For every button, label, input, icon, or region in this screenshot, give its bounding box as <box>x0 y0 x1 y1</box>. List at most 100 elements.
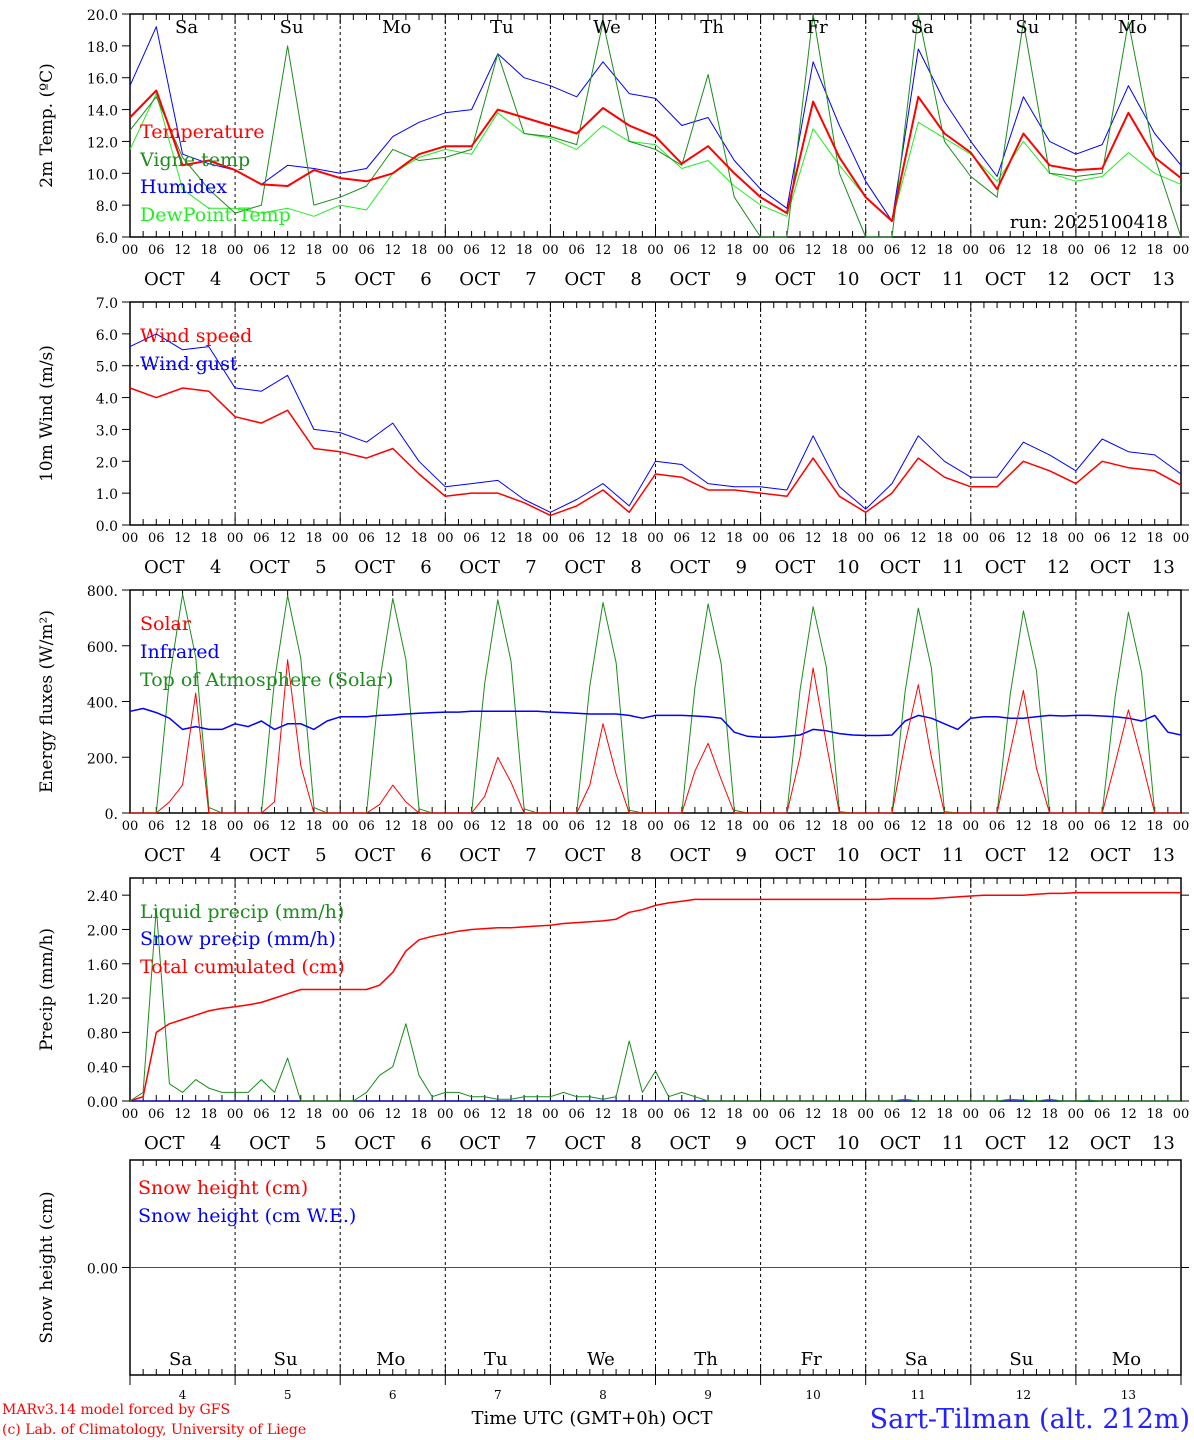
temperature-hour-tick-label: 00 <box>332 243 349 258</box>
precip-hour-tick-label: 06 <box>779 1107 796 1122</box>
wind-hour-tick-label: 06 <box>674 531 691 546</box>
wind-hour-tick-label: 18 <box>936 531 953 546</box>
temperature-hour-tick-label: 06 <box>358 243 375 258</box>
day-name-label: Fr <box>807 17 828 38</box>
temperature-hour-tick-label: 00 <box>752 243 769 258</box>
day-name-label: Mo <box>1112 1349 1141 1370</box>
wind-hour-tick-label: 18 <box>1041 531 1058 546</box>
day-name-label: We <box>587 1349 615 1370</box>
temperature-legend-item: Temperature <box>140 121 264 143</box>
day-name-label: Th <box>694 1349 718 1370</box>
precip-hour-tick-label: 12 <box>805 1107 822 1122</box>
energy-plot-frame <box>129 589 1182 814</box>
wind-date-number: 10 <box>837 557 860 578</box>
wind-hour-tick-label: 18 <box>831 531 848 546</box>
wind-hour-tick-label: 00 <box>1068 531 1085 546</box>
wind-y-tick-label: 3.0 <box>96 423 118 439</box>
precip-date-number: 9 <box>736 1133 747 1154</box>
energy-y-tick-label: 400. <box>87 696 118 712</box>
precip-date-number: 6 <box>420 1133 431 1154</box>
precip-date-label: OCT <box>880 1133 921 1154</box>
energy-hour-tick-label: 00 <box>332 819 349 834</box>
temperature-hour-tick-label: 18 <box>516 243 533 258</box>
day-name-label: Fr <box>801 1349 822 1370</box>
precip-hour-tick-label: 00 <box>1173 1107 1190 1122</box>
precip-hour-tick-label: 18 <box>726 1107 743 1122</box>
energy-hour-tick-label: 00 <box>1068 819 1085 834</box>
precip-date-label: OCT <box>459 1133 500 1154</box>
wind-date-label: OCT <box>670 557 711 578</box>
day-name-label: Mo <box>1118 17 1147 38</box>
precip-date-number: 4 <box>210 1133 221 1154</box>
energy-date-number: 13 <box>1152 845 1175 866</box>
precip-date-number: 12 <box>1047 1133 1070 1154</box>
energy-date-number: 5 <box>315 845 326 866</box>
energy-hour-tick-label: 06 <box>568 819 585 834</box>
temperature-y-axis-label: 2m Temp. (ºC) <box>37 63 57 188</box>
day-name-label: Su <box>280 17 304 38</box>
precip-date-number: 8 <box>630 1133 641 1154</box>
wind-hour-tick-label: 12 <box>595 531 612 546</box>
precip-date-label: OCT <box>564 1133 605 1154</box>
precip-hour-tick-label: 00 <box>857 1107 874 1122</box>
footer-lab: (c) Lab. of Climatology, University of L… <box>2 1422 306 1438</box>
precip-y-tick-label: 2.40 <box>87 889 118 905</box>
wind-hour-tick-label: 18 <box>201 531 218 546</box>
precip-date-number: 7 <box>525 1133 536 1154</box>
precip-hour-tick-label: 00 <box>437 1107 454 1122</box>
wind-hour-tick-label: 18 <box>411 531 428 546</box>
precip-hour-tick-label: 00 <box>542 1107 559 1122</box>
precip-hour-tick-label: 18 <box>306 1107 323 1122</box>
wind-hour-tick-label: 12 <box>490 531 507 546</box>
temperature-date-label: OCT <box>985 269 1026 290</box>
energy-hour-tick-label: 12 <box>700 819 717 834</box>
energy-date-label: OCT <box>775 845 816 866</box>
wind-date-label: OCT <box>1090 557 1131 578</box>
temperature-date-label: OCT <box>775 269 816 290</box>
energy-hour-tick-label: 12 <box>490 819 507 834</box>
precip-hour-tick-label: 00 <box>963 1107 980 1122</box>
temperature-hour-tick-label: 06 <box>1094 243 1111 258</box>
precip-series-liquid-precip-mm-h- <box>129 907 1181 1102</box>
energy-hour-tick-label: 18 <box>516 819 533 834</box>
temperature-date-number: 7 <box>525 269 536 290</box>
day-name-label: We <box>593 17 621 38</box>
precip-y-axis-label: Precip (mm/h) <box>37 928 57 1051</box>
wind-date-number: 6 <box>420 557 431 578</box>
energy-hour-tick-label: 00 <box>1173 819 1190 834</box>
wind-date-label: OCT <box>144 557 185 578</box>
wind-hour-tick-label: 06 <box>253 531 270 546</box>
temperature-date-number: 10 <box>837 269 860 290</box>
wind-date-number: 4 <box>210 557 221 578</box>
temperature-hour-tick-label: 06 <box>884 243 901 258</box>
energy-hour-tick-label: 12 <box>1015 819 1032 834</box>
precip-hour-tick-label: 12 <box>910 1107 927 1122</box>
temperature-y-tick-label: 6.0 <box>96 231 118 247</box>
energy-y-tick-label: 0. <box>105 807 118 823</box>
temperature-hour-tick-label: 06 <box>779 243 796 258</box>
energy-hour-tick-label: 18 <box>306 819 323 834</box>
wind-date-number: 11 <box>942 557 965 578</box>
temperature-hour-tick-label: 00 <box>1173 243 1190 258</box>
temperature-date-number: 9 <box>736 269 747 290</box>
temperature-y-tick-label: 10.0 <box>87 167 118 183</box>
energy-hour-tick-label: 00 <box>647 819 664 834</box>
wind-hour-tick-label: 18 <box>1146 531 1163 546</box>
precip-hour-tick-label: 18 <box>621 1107 638 1122</box>
day-name-label: Mo <box>382 17 411 38</box>
energy-legend-item: Solar <box>140 613 192 635</box>
precip-y-tick-label: 0.00 <box>87 1095 118 1111</box>
wind-hour-tick-label: 18 <box>726 531 743 546</box>
day-number-label: 7 <box>494 1388 502 1402</box>
energy-y-axis-label: Energy fluxes (W/m²) <box>37 610 57 793</box>
precip-y-tick-label: 0.80 <box>87 1026 118 1042</box>
energy-hour-tick-label: 18 <box>936 819 953 834</box>
energy-hour-tick-label: 00 <box>542 819 559 834</box>
temperature-hour-tick-label: 06 <box>568 243 585 258</box>
precip-date-number: 10 <box>837 1133 860 1154</box>
energy-hour-tick-label: 06 <box>674 819 691 834</box>
wind-y-axis-label: 10m Wind (m/s) <box>37 345 57 482</box>
energy-hour-tick-label: 06 <box>1094 819 1111 834</box>
precip-hour-tick-label: 18 <box>1041 1107 1058 1122</box>
day-name-label: Tu <box>490 17 514 38</box>
